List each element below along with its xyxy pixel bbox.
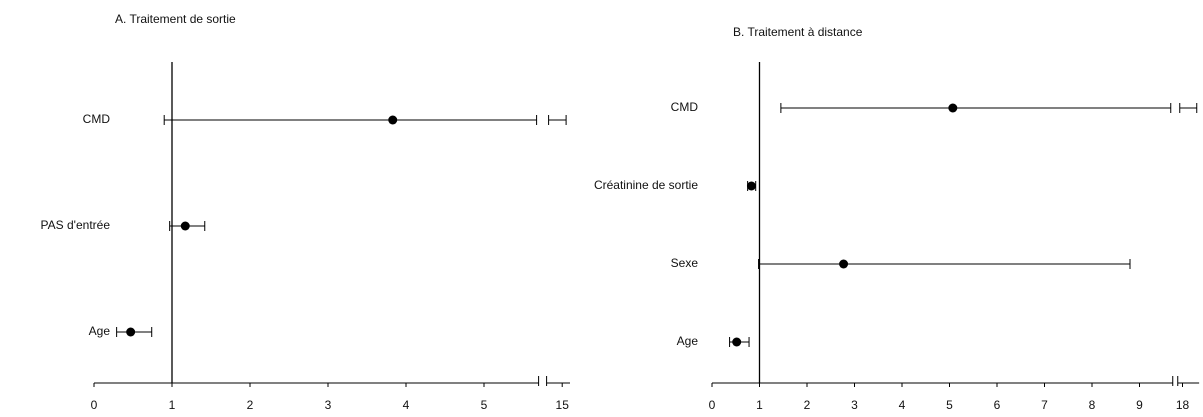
x-tick-label: 4: [899, 398, 906, 412]
x-tick-label: 15: [556, 398, 570, 412]
x-tick-label: 3: [325, 398, 332, 412]
category-label: PAS d'entrée: [41, 218, 111, 232]
x-tick-label: 18: [1176, 398, 1190, 412]
category-label: CMD: [83, 112, 111, 126]
x-tick-label: 6: [994, 398, 1001, 412]
category-label: CMD: [671, 100, 699, 114]
x-tick-label: 9: [1136, 398, 1143, 412]
point-estimate: [839, 259, 849, 269]
axis-break: [1172, 376, 1179, 386]
x-tick-label: 8: [1089, 398, 1096, 412]
x-tick-label: 3: [851, 398, 858, 412]
point-estimate: [948, 103, 958, 113]
confidence-interval: [780, 103, 1197, 113]
point-estimate: [126, 327, 136, 337]
x-tick-label: 5: [946, 398, 953, 412]
point-estimate: [180, 221, 190, 231]
category-label: Age: [677, 334, 699, 348]
x-tick-label: 4: [403, 398, 410, 412]
x-tick-label: 1: [756, 398, 763, 412]
x-tick-label: 0: [91, 398, 98, 412]
x-tick-label: 7: [1041, 398, 1048, 412]
axis-break: [538, 376, 548, 386]
x-tick-label: 1: [169, 398, 176, 412]
x-tick-label: 0: [709, 398, 716, 412]
confidence-interval: [164, 115, 567, 125]
x-tick-label: 2: [804, 398, 811, 412]
x-tick-label: 2: [247, 398, 254, 412]
x-tick-label: 5: [481, 398, 488, 412]
point-estimate: [746, 181, 756, 191]
point-estimate: [388, 115, 398, 125]
category-label: Sexe: [671, 256, 699, 270]
category-label: Créatinine de sortie: [594, 178, 698, 192]
point-estimate: [732, 337, 742, 347]
category-label: Age: [89, 324, 111, 338]
chart-title: A. Traitement de sortie: [115, 12, 236, 26]
chart-title: B. Traitement à distance: [733, 25, 863, 39]
